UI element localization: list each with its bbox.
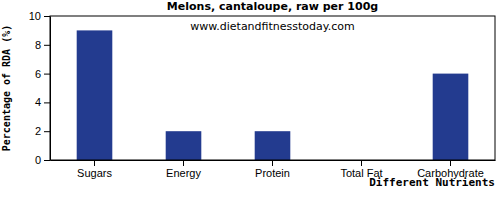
y-tick-label: 8 xyxy=(35,39,41,51)
chart: 0246810SugarsEnergyProteinTotal FatCarbo… xyxy=(0,0,500,200)
y-axis: 0 2 4 6 8 10 xyxy=(29,10,51,166)
subtitle: www.dietandfitnesstoday.com xyxy=(190,20,354,33)
bar xyxy=(77,30,113,160)
plot-frame xyxy=(50,16,495,160)
y-axis-line xyxy=(50,17,51,161)
plot: 0246810SugarsEnergyProteinTotal FatCarbo… xyxy=(29,10,496,179)
bar xyxy=(255,131,291,160)
y-tick-label: 6 xyxy=(35,68,41,80)
y-tick: 0 xyxy=(35,154,50,166)
y-tick: 8 xyxy=(35,39,50,51)
x-tick-mark xyxy=(450,160,451,166)
bars xyxy=(77,30,469,160)
bar xyxy=(166,131,202,160)
x-tick-mark xyxy=(94,160,95,166)
y-tick: 2 xyxy=(35,125,50,137)
x-tick-mark xyxy=(183,160,184,166)
x-tick-label: Energy xyxy=(166,167,201,179)
y-tick-mark xyxy=(44,74,50,75)
y-tick-mark xyxy=(44,16,50,17)
y-tick-mark xyxy=(44,102,50,103)
bar xyxy=(433,74,469,160)
x-tick: Energy xyxy=(166,160,201,179)
y-tick-label: 4 xyxy=(35,96,41,108)
y-tick-mark xyxy=(44,160,50,161)
y-tick-label: 10 xyxy=(29,10,41,22)
x-tick-label: Sugars xyxy=(77,167,112,179)
y-tick-mark xyxy=(44,45,50,46)
x-tick: Protein xyxy=(255,160,290,179)
x-tick: Sugars xyxy=(77,160,112,179)
title: Melons, cantaloupe, raw per 100g xyxy=(167,0,378,13)
x-tick-label: Protein xyxy=(255,167,290,179)
x-tick-mark xyxy=(272,160,273,166)
y-tick-label: 0 xyxy=(35,154,41,166)
x-axis-title: Different Nutrients xyxy=(369,176,495,189)
y-tick: 10 xyxy=(29,10,50,22)
y-tick-label: 2 xyxy=(35,125,41,137)
y-tick-mark xyxy=(44,131,50,132)
x-tick-mark xyxy=(361,160,362,166)
y-tick: 6 xyxy=(35,68,50,80)
y-tick: 4 xyxy=(35,96,50,108)
y-axis-title: Percentage of RDA (%) xyxy=(1,25,12,151)
